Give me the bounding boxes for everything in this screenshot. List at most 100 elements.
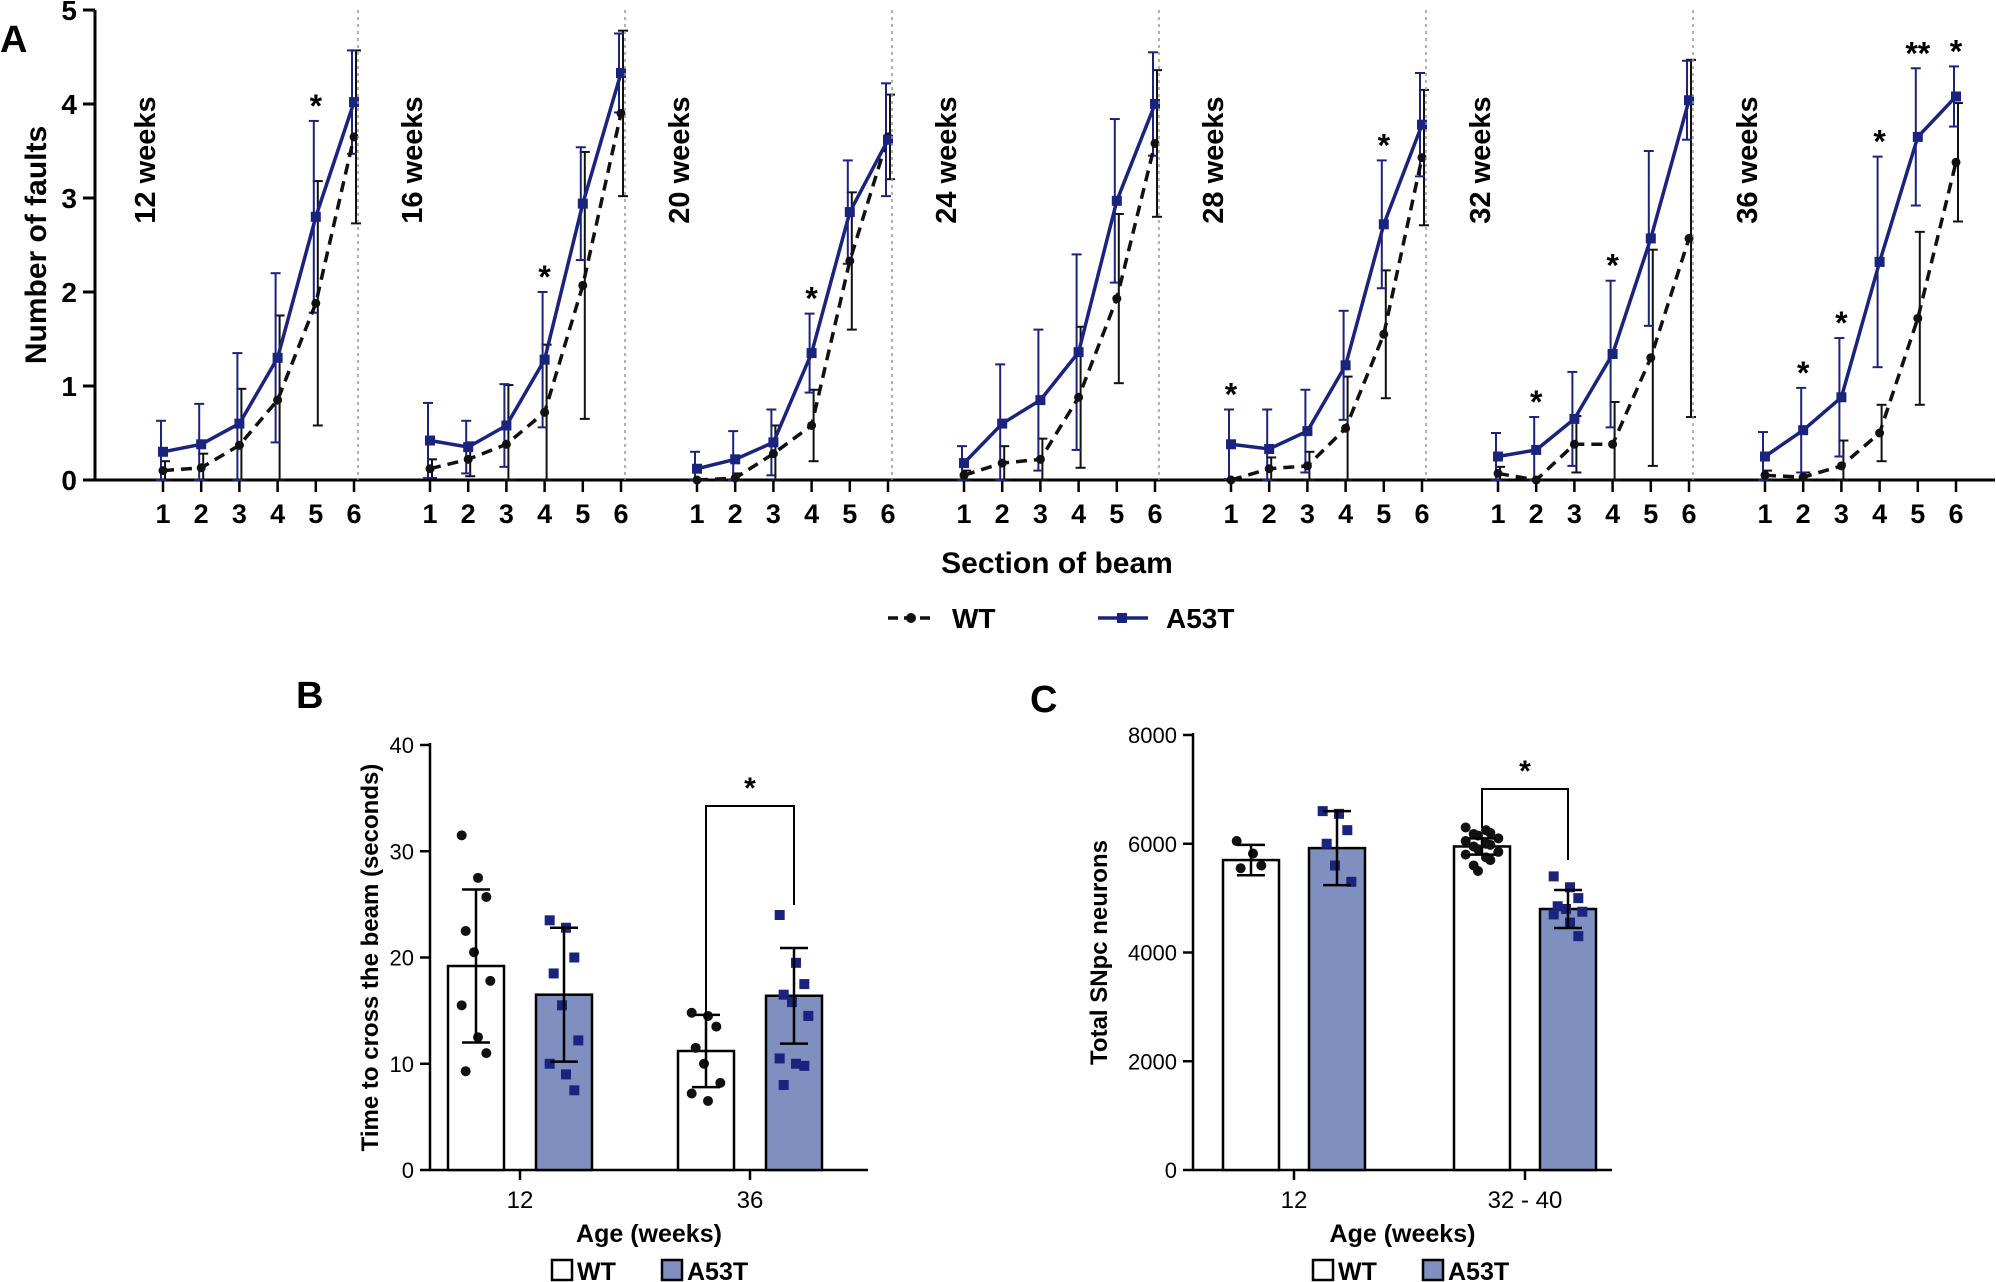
y-tick-label-c: 0 xyxy=(1165,1158,1177,1183)
wt-series-line xyxy=(429,113,623,471)
wt-point xyxy=(1875,428,1885,438)
data-point-wt xyxy=(1473,865,1483,876)
wt-point xyxy=(196,463,206,473)
data-point-wt xyxy=(1460,822,1471,833)
a53t-point xyxy=(501,420,512,431)
wt-point xyxy=(1608,439,1618,449)
wt-point xyxy=(730,473,740,483)
wt-point xyxy=(768,449,778,459)
x-tick-label-a: 6 xyxy=(1147,499,1162,529)
wt-point xyxy=(1569,439,1579,449)
a53t-point xyxy=(1798,425,1809,436)
a53t-point xyxy=(883,134,893,145)
significance-star: * xyxy=(1835,305,1848,341)
x-tick-label-a: 3 xyxy=(232,499,247,529)
a53t-series-line xyxy=(1230,124,1424,451)
a53t-point xyxy=(959,458,969,469)
data-point-a53t xyxy=(1573,893,1584,904)
wt-point xyxy=(349,132,359,142)
legend-wt-swatch-b xyxy=(550,1258,574,1282)
a53t-point xyxy=(1226,439,1236,450)
wt-point xyxy=(1951,157,1961,167)
data-point-wt xyxy=(703,1095,713,1106)
data-point-a53t xyxy=(557,1000,567,1011)
y-tick-label-c: 2000 xyxy=(1128,1049,1177,1074)
data-point-a53t xyxy=(1561,904,1571,914)
a53t-point xyxy=(463,442,474,453)
data-point-wt xyxy=(456,1000,467,1011)
significance-bracket-c xyxy=(1481,788,1569,860)
x-tick-label-a: 2 xyxy=(1262,499,1277,529)
data-point-a53t xyxy=(1577,906,1588,917)
a53t-point xyxy=(1417,119,1427,130)
x-tick-label-a: 6 xyxy=(1681,499,1696,529)
data-point-a53t xyxy=(1573,931,1584,942)
data-point-a53t xyxy=(544,915,555,926)
wt-point xyxy=(463,454,473,464)
wt-point xyxy=(1035,454,1045,464)
data-point-wt xyxy=(1248,848,1258,859)
a53t-series-line xyxy=(162,101,356,454)
wt-point xyxy=(1646,353,1656,363)
wt-point xyxy=(1341,423,1351,433)
data-point-a53t xyxy=(1548,871,1559,882)
a53t-point xyxy=(1340,360,1351,371)
data-point-wt xyxy=(481,1048,492,1059)
significance-bracket-b xyxy=(705,805,795,1025)
data-point-wt xyxy=(699,1058,709,1069)
a53t-point xyxy=(1493,451,1503,462)
x-tick-label-a: 1 xyxy=(1223,499,1238,529)
wt-point xyxy=(273,395,283,405)
a53t-point xyxy=(1150,99,1160,109)
data-point-a53t xyxy=(791,1058,801,1069)
significance-star-c: * xyxy=(1519,755,1531,788)
a53t-point xyxy=(844,207,855,218)
x-tick-label-a: 4 xyxy=(804,499,819,529)
wt-point xyxy=(1302,461,1312,471)
a53t-point xyxy=(196,439,207,450)
x-tick-label-a: 3 xyxy=(499,499,514,529)
subplot-label: 24 weeks xyxy=(931,96,963,223)
data-point-wt xyxy=(686,1007,697,1018)
x-tick-label-a: 4 xyxy=(537,499,552,529)
data-point-a53t xyxy=(774,910,785,920)
data-point-a53t xyxy=(799,1060,810,1071)
x-tick-label-a: 2 xyxy=(1796,499,1811,529)
subplot-label: 28 weeks xyxy=(1198,96,1230,223)
wt-point xyxy=(1074,392,1084,402)
data-point-a53t xyxy=(1317,806,1328,817)
a53t-point xyxy=(692,463,702,474)
data-point-a53t xyxy=(1342,825,1353,836)
y-tick-label-a: 4 xyxy=(61,89,77,120)
x-tick-label-a: 1 xyxy=(1490,499,1505,529)
wt-series-line xyxy=(1497,237,1691,482)
a53t-series-line xyxy=(1497,99,1691,459)
y-tick-label-c: 8000 xyxy=(1128,723,1177,748)
a53t-point xyxy=(1073,347,1084,358)
wt-point xyxy=(1150,138,1160,148)
legend-wt-label-b: WT xyxy=(577,1258,616,1282)
subplot-label: 12 weeks xyxy=(130,96,162,223)
y-tick-label-b: 30 xyxy=(390,839,414,864)
legend-a53t-swatch-c xyxy=(1421,1258,1445,1282)
wt-point xyxy=(234,440,244,450)
legend-a53t-label-b: A53T xyxy=(687,1258,748,1282)
data-point-a53t xyxy=(1565,882,1575,893)
wt-point xyxy=(692,475,702,485)
x-tick-label-a: 5 xyxy=(1910,499,1925,529)
wt-point xyxy=(501,439,511,449)
x-tick-label-c: 32 - 40 xyxy=(1488,1187,1563,1214)
a53t-point xyxy=(1378,219,1389,230)
y-tick-label-c: 6000 xyxy=(1128,832,1177,857)
x-tick-label-a: 4 xyxy=(1872,499,1887,529)
wt-point xyxy=(1531,475,1541,485)
subplot-label: 32 weeks xyxy=(1465,96,1497,223)
data-point-wt xyxy=(1231,836,1242,847)
data-point-a53t xyxy=(1565,917,1575,928)
data-point-wt xyxy=(456,830,467,841)
wt-point xyxy=(578,280,588,290)
significance-star: * xyxy=(1950,33,1963,69)
x-tick-label-a: 6 xyxy=(1948,499,1963,529)
x-tick-label-a: 1 xyxy=(689,499,704,529)
